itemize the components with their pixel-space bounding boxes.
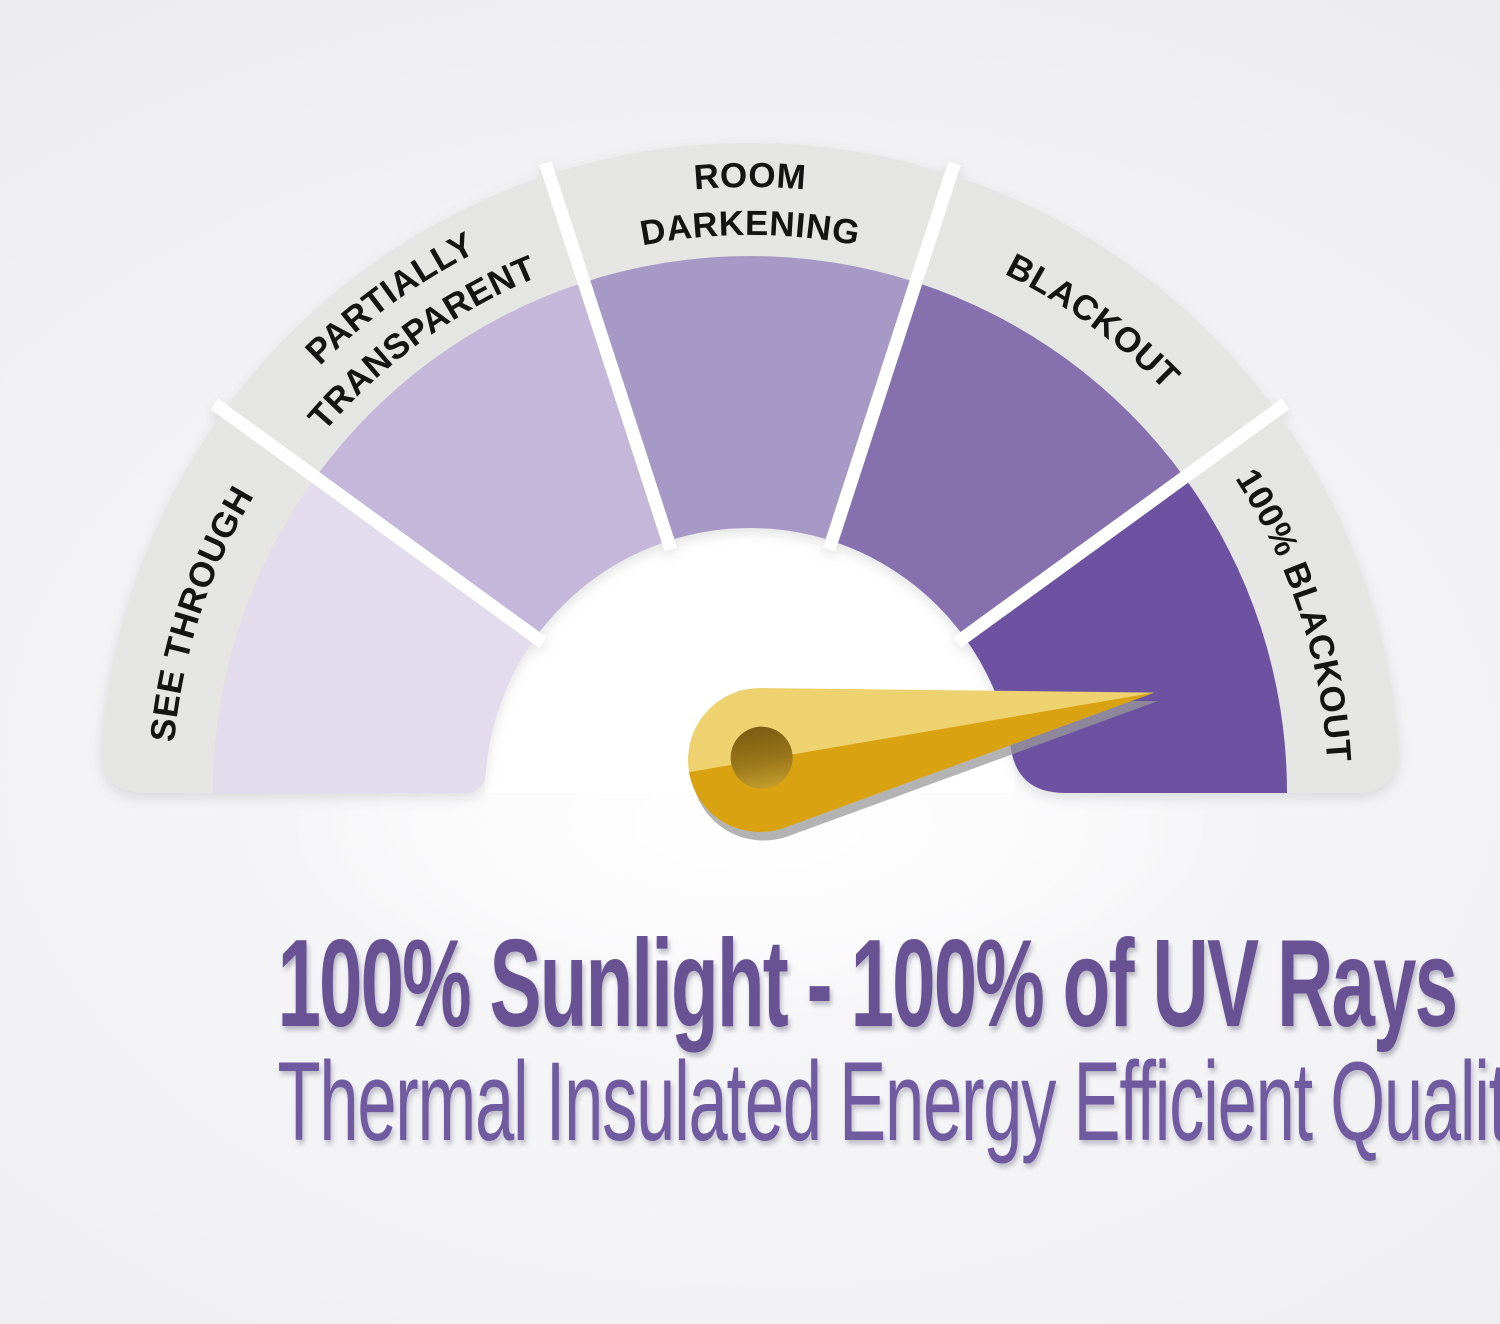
- segment-band-room-darkening: [549, 142, 951, 283]
- segment-band-100-blackout: [1184, 410, 1399, 793]
- segment-label-room-darkening: ROOM: [692, 156, 807, 198]
- gauge-needle: [688, 688, 1158, 841]
- segment-divider: [539, 161, 678, 552]
- segment-band-blackout: [915, 174, 1276, 478]
- segment-fill-see-through: [213, 477, 536, 793]
- segment-divider: [953, 398, 1290, 648]
- segment-fill-room-darkening: [584, 255, 916, 541]
- needle-hole: [730, 726, 793, 789]
- segment-divider: [822, 161, 961, 552]
- segment-band-see-through: [101, 410, 316, 793]
- segment-fill-blackout: [831, 282, 1185, 638]
- segment-divider: [210, 398, 547, 648]
- segment-band-partially-transparent: [224, 174, 585, 478]
- segment-fill-partially-transparent: [315, 282, 669, 638]
- headline-title: 100% Sunlight - 100% of UV Rays: [277, 915, 1459, 1053]
- gauge-segments: [101, 142, 1399, 793]
- headline-subtitle: Thermal Insulated Energy Efficient Quali…: [277, 1039, 1500, 1164]
